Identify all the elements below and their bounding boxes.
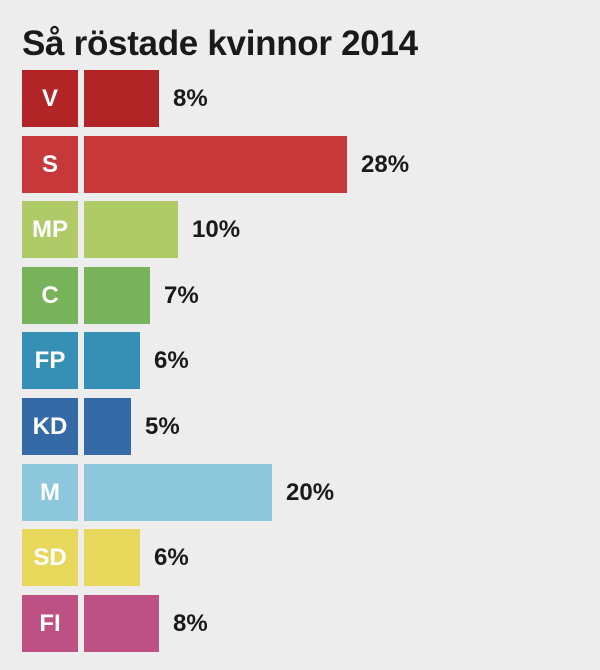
value-label-sd: 6% <box>154 544 189 571</box>
bar-fi <box>84 595 159 652</box>
party-label-m: M <box>22 464 78 521</box>
bar-row-fp: FP 6% <box>22 332 592 389</box>
bar-row-mp: MP 10% <box>22 201 592 258</box>
value-label-mp: 10% <box>192 216 241 243</box>
party-label-kd: KD <box>22 398 78 455</box>
party-label-mp: MP <box>22 201 78 258</box>
bar-m <box>84 464 272 521</box>
bar-v <box>84 70 159 127</box>
party-label-s: S <box>22 136 78 193</box>
bar-fp <box>84 332 140 389</box>
bar-sd <box>84 529 140 586</box>
bar-row-fi: FI 8% <box>22 595 592 652</box>
value-label-v: 8% <box>173 85 208 112</box>
bar-row-v: V 8% <box>22 70 592 127</box>
party-label-fp: FP <box>22 332 78 389</box>
bar-row-s: S 28% <box>22 136 592 193</box>
value-label-fp: 6% <box>154 347 189 374</box>
party-label-v: V <box>22 70 78 127</box>
bar-s <box>84 136 347 193</box>
value-label-c: 7% <box>164 282 199 309</box>
party-label-sd: SD <box>22 529 78 586</box>
bar-c <box>84 267 150 324</box>
chart-title: Så röstade kvinnor 2014 <box>22 24 418 63</box>
value-label-s: 28% <box>361 151 410 178</box>
bar-kd <box>84 398 131 455</box>
party-label-c: C <box>22 267 78 324</box>
bar-row-c: C 7% <box>22 267 592 324</box>
bar-row-kd: KD 5% <box>22 398 592 455</box>
value-label-kd: 5% <box>145 413 180 440</box>
bar-row-m: M 20% <box>22 464 592 521</box>
bar-mp <box>84 201 178 258</box>
bar-row-sd: SD 6% <box>22 529 592 586</box>
party-label-fi: FI <box>22 595 78 652</box>
value-label-m: 20% <box>286 479 335 506</box>
value-label-fi: 8% <box>173 610 208 637</box>
